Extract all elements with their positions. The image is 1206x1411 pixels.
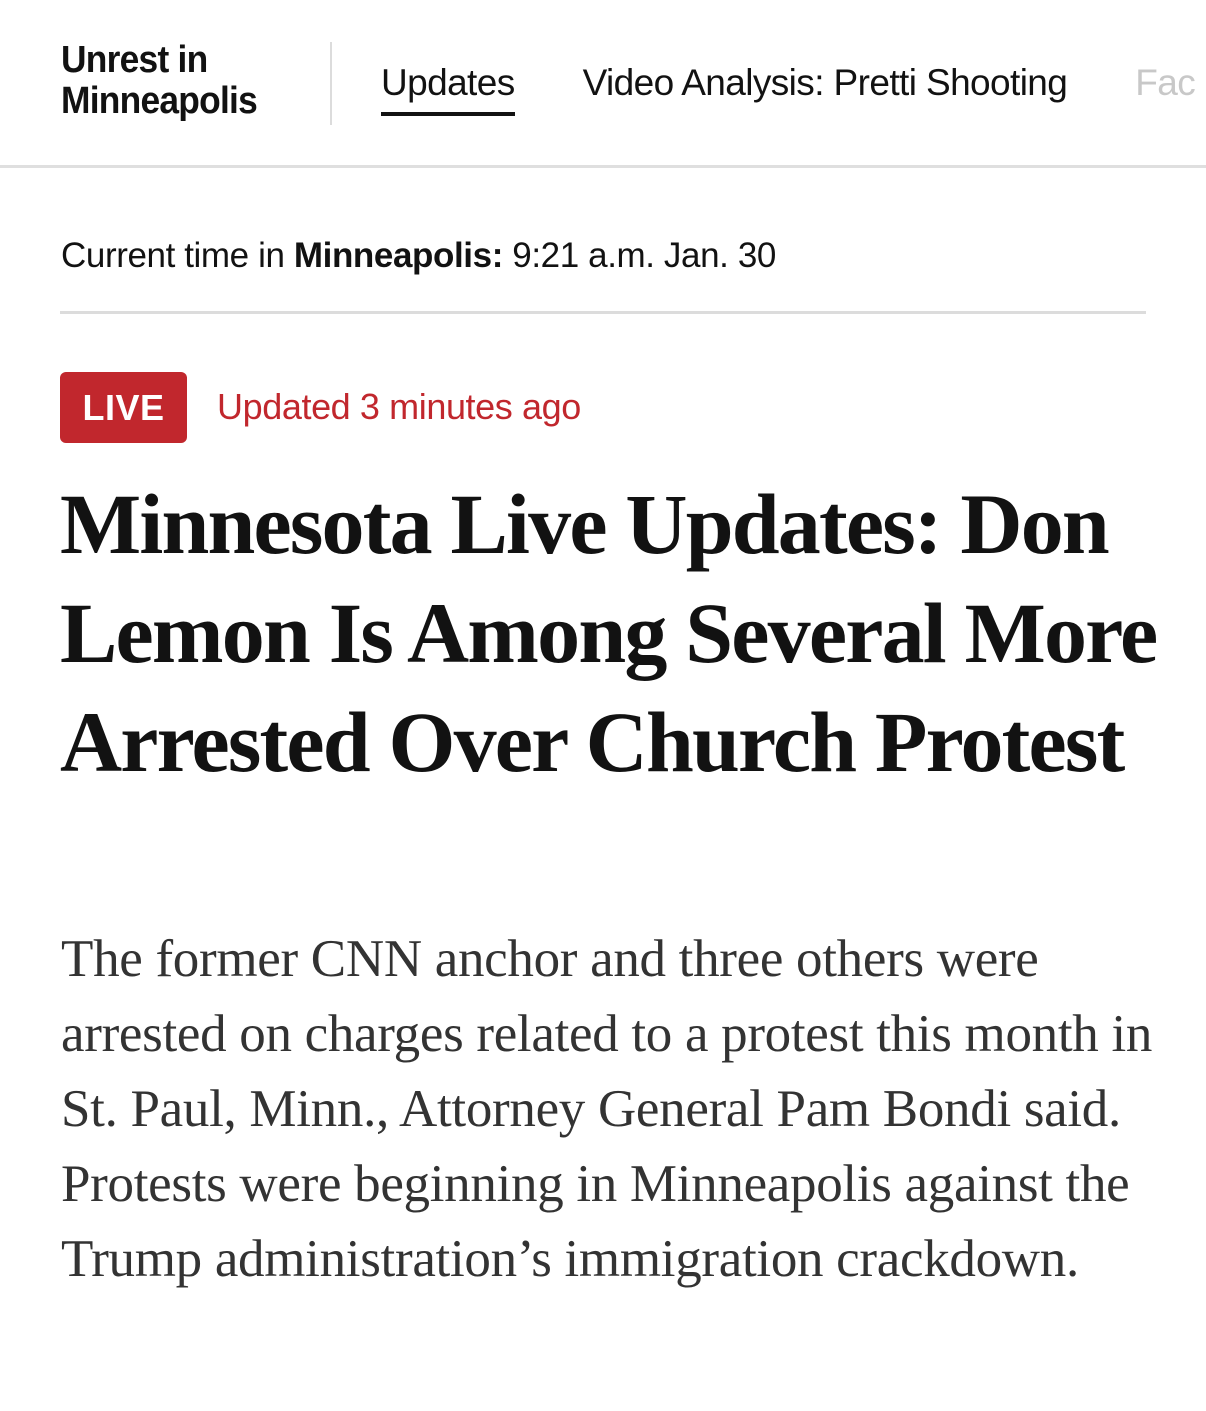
divider [60, 311, 1146, 314]
updated-timestamp: Updated 3 minutes ago [217, 386, 581, 427]
live-badge: LIVE [60, 372, 187, 443]
nav-tab-truncated[interactable]: Fac [1135, 62, 1196, 103]
top-navigation-bar: Unrest in Minneapolis Updates Video Anal… [0, 0, 1206, 168]
current-time-prefix: Current time in [61, 236, 285, 275]
section-title[interactable]: Unrest in Minneapolis [61, 39, 258, 122]
section-nav: Updates Video Analysis: Pretti Shooting … [381, 62, 1196, 116]
nav-divider [330, 42, 332, 125]
nav-tab-updates[interactable]: Updates [381, 62, 515, 116]
article-summary: The former CNN anchor and three others w… [61, 930, 1153, 1288]
current-time-value: 9:21 a.m. Jan. 30 [512, 236, 776, 275]
section-title-line2: Minneapolis [61, 80, 258, 122]
current-time: Current time in Minneapolis: 9:21 a.m. J… [61, 236, 776, 276]
headline: Minnesota Live Updates: Don Lemon Is Amo… [60, 476, 1158, 790]
current-time-city: Minneapolis: [293, 236, 504, 275]
nav-tab-video-analysis[interactable]: Video Analysis: Pretti Shooting [582, 62, 1068, 103]
section-title-line1: Unrest in [61, 39, 208, 81]
